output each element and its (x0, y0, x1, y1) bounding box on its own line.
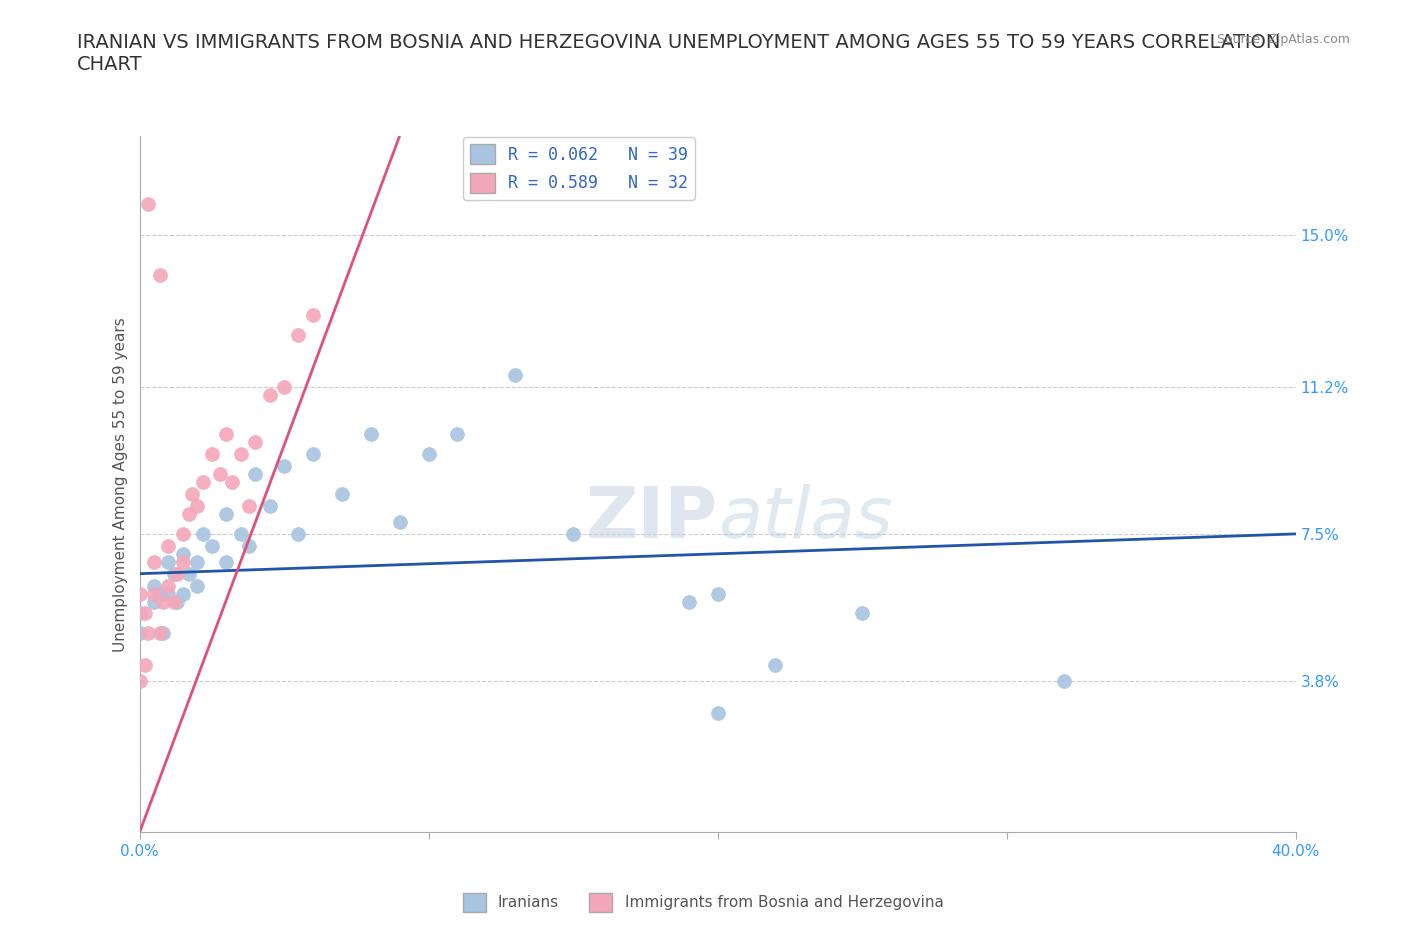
Point (191, 526, 214, 541)
Point (201, 446, 224, 461)
Point (851, 606, 873, 621)
Point (186, 554, 208, 569)
Point (418, 446, 440, 461)
Legend: Iranians, Immigrants from Bosnia and Herzegovina: Iranians, Immigrants from Bosnia and Her… (457, 887, 949, 918)
Point (215, 427, 238, 442)
Point (360, 427, 382, 442)
Point (143, 578, 166, 593)
Point (209, 467, 232, 482)
Point (128, 606, 150, 621)
Point (143, 554, 166, 569)
Point (287, 526, 309, 541)
Point (163, 566, 186, 581)
Point (238, 498, 260, 513)
Point (388, 514, 411, 529)
Point (172, 546, 194, 561)
Point (186, 578, 208, 593)
Text: IRANIAN VS IMMIGRANTS FROM BOSNIA AND HERZEGOVINA UNEMPLOYMENT AMONG AGES 55 TO : IRANIAN VS IMMIGRANTS FROM BOSNIA AND HE… (77, 33, 1281, 73)
Point (157, 578, 180, 593)
Point (302, 446, 325, 461)
Point (678, 594, 700, 609)
Point (149, 626, 172, 641)
Point (163, 594, 186, 609)
Point (157, 538, 180, 553)
Point (259, 387, 281, 402)
Point (238, 538, 260, 553)
Point (229, 446, 252, 461)
Point (201, 538, 224, 553)
Text: Source: ZipAtlas.com: Source: ZipAtlas.com (1216, 33, 1350, 46)
Point (243, 467, 266, 482)
Point (180, 486, 202, 501)
Point (128, 626, 150, 641)
Point (330, 486, 353, 501)
Point (177, 507, 200, 522)
Point (128, 586, 150, 601)
Legend: R = 0.062   N = 39, R = 0.589   N = 32: R = 0.062 N = 39, R = 0.589 N = 32 (463, 138, 695, 200)
Point (302, 308, 325, 323)
Point (287, 327, 309, 342)
Text: atlas: atlas (717, 485, 893, 553)
Point (273, 379, 295, 394)
Point (259, 498, 281, 513)
Point (143, 594, 166, 609)
Point (157, 586, 180, 601)
Point (1053, 673, 1076, 688)
Point (243, 435, 266, 450)
Point (706, 706, 728, 721)
Point (134, 658, 156, 672)
Point (149, 268, 172, 283)
Point (157, 554, 180, 569)
Point (763, 658, 786, 672)
Point (446, 427, 468, 442)
Point (143, 586, 166, 601)
Text: ZIP: ZIP (585, 485, 717, 553)
Point (172, 554, 194, 569)
Point (152, 594, 174, 609)
Point (562, 526, 585, 541)
Point (177, 566, 200, 581)
Point (503, 367, 526, 382)
Point (172, 586, 194, 601)
Point (166, 594, 188, 609)
Point (191, 474, 214, 489)
Point (149, 586, 172, 601)
Point (215, 554, 238, 569)
Y-axis label: Unemployment Among Ages 55 to 59 years: Unemployment Among Ages 55 to 59 years (114, 317, 128, 652)
Point (134, 606, 156, 621)
Point (221, 474, 243, 489)
Point (229, 526, 252, 541)
Point (166, 566, 188, 581)
Point (706, 586, 728, 601)
Point (152, 626, 174, 641)
Point (136, 196, 159, 211)
Point (172, 526, 194, 541)
Point (136, 626, 159, 641)
Point (186, 498, 208, 513)
Point (273, 458, 295, 473)
Point (215, 507, 238, 522)
Point (128, 673, 150, 688)
